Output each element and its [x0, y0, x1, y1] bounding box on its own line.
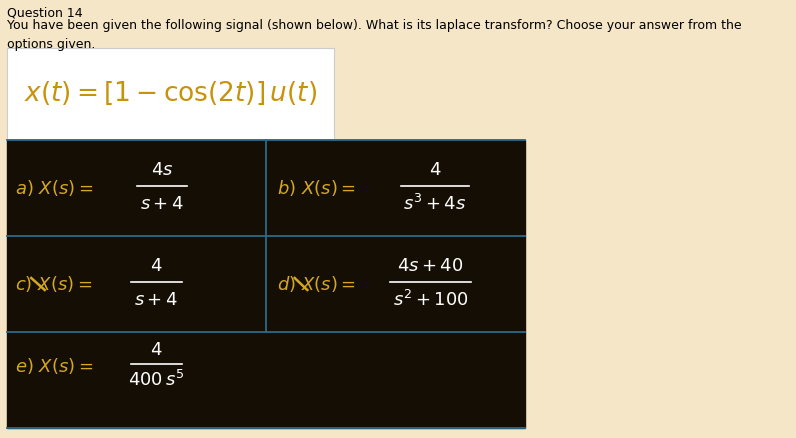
Text: $4$: $4$: [428, 161, 441, 179]
Text: $\mathit{e)}\ \mathit{X}(s) = $: $\mathit{e)}\ \mathit{X}(s) = $: [15, 356, 93, 376]
Text: $x(t) = [1 - \cos(2t)]\,u(t)$: $x(t) = [1 - \cos(2t)]\,u(t)$: [24, 79, 317, 106]
Text: $s+4$: $s+4$: [135, 291, 178, 309]
Text: $\mathit{c)}\ \mathit{X}(s) = $: $\mathit{c)}\ \mathit{X}(s) = $: [15, 274, 92, 294]
Text: $400\,s^5$: $400\,s^5$: [128, 370, 185, 390]
FancyBboxPatch shape: [6, 140, 525, 428]
Text: $s+4$: $s+4$: [140, 195, 184, 213]
Text: Question 14: Question 14: [6, 7, 82, 20]
Text: $4s$: $4s$: [151, 161, 174, 179]
FancyBboxPatch shape: [6, 48, 334, 140]
Text: $\mathit{a)}\ \mathit{X}(s) = $: $\mathit{a)}\ \mathit{X}(s) = $: [15, 178, 93, 198]
Text: $\mathit{b)}\ \mathit{X}(s) = $: $\mathit{b)}\ \mathit{X}(s) = $: [277, 178, 356, 198]
Text: $4$: $4$: [150, 257, 162, 275]
Text: You have been given the following signal (shown below). What is its laplace tran: You have been given the following signal…: [6, 19, 741, 51]
Text: $4s+40$: $4s+40$: [397, 257, 464, 275]
Text: $4$: $4$: [150, 341, 162, 359]
Text: $s^3+4s$: $s^3+4s$: [404, 194, 466, 214]
Text: $\mathit{d)}\ \mathit{X}(s) = $: $\mathit{d)}\ \mathit{X}(s) = $: [277, 274, 356, 294]
Text: $s^2+100$: $s^2+100$: [392, 290, 469, 310]
